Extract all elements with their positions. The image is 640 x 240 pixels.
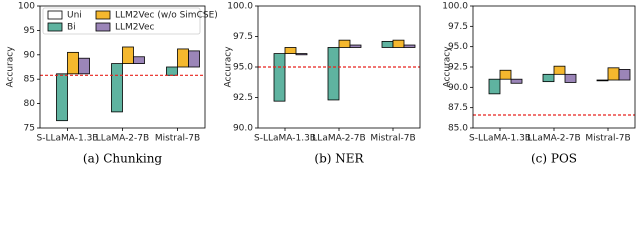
legend-label: LLM2Vec <box>115 23 155 33</box>
bar <box>499 69 512 80</box>
y-axis-label: Accuracy <box>224 46 234 88</box>
y-axis-label: Accuracy <box>6 46 16 88</box>
x-tick-label: LLaMA-2-7B <box>96 134 149 144</box>
bar <box>607 67 620 81</box>
bar <box>392 39 405 48</box>
y-tick-label: 95 <box>24 26 35 36</box>
y-tick-label: 92.5 <box>448 63 468 73</box>
bar <box>542 73 555 83</box>
bar <box>122 46 134 64</box>
y-tick-label: 90 <box>24 50 36 60</box>
y-tick-label: 97.5 <box>233 32 253 42</box>
legend-label: Bi <box>67 23 76 33</box>
bar <box>488 78 501 95</box>
bar <box>188 50 200 68</box>
bar <box>166 66 178 76</box>
caption: (b) NER <box>314 152 364 166</box>
y-tick-label: 95.0 <box>233 63 253 73</box>
y-axis-label: Accuracy <box>443 46 453 88</box>
bar <box>553 65 566 75</box>
x-tick-label: Mistral-7B <box>585 134 630 144</box>
legend-box <box>42 7 201 35</box>
x-tick-label: Mistral-7B <box>370 134 415 144</box>
legend-swatch <box>95 22 111 32</box>
bar <box>273 53 286 102</box>
x-tick-label: LLaMA-2-7B <box>527 134 580 144</box>
y-tick-label: 80 <box>24 99 36 109</box>
caption: (c) POS <box>531 152 577 166</box>
x-tick-label: S-LLaMA-1.3B <box>37 134 99 144</box>
axes-frame <box>257 5 421 129</box>
y-tick-label: 100.0 <box>227 2 253 12</box>
bar <box>111 63 123 113</box>
y-tick-label: 100.0 <box>442 2 468 12</box>
x-tick-label: LLaMA-2-7B <box>312 134 365 144</box>
bar <box>618 69 631 81</box>
bar <box>67 51 79 75</box>
x-tick-label: S-LLaMA-1.3B <box>254 134 316 144</box>
y-tick-label: 87.5 <box>448 103 468 113</box>
bar <box>284 47 297 54</box>
legend-label: LLM2Vec (w/o SimCSE) <box>115 11 218 21</box>
bar <box>349 44 362 48</box>
x-tick-label: Mistral-7B <box>155 134 200 144</box>
bar <box>596 79 609 82</box>
bar <box>295 53 308 56</box>
y-tick-label: 97.5 <box>448 22 468 32</box>
bar <box>78 57 90 75</box>
x-tick-label: S-LLaMA-1.3B <box>469 134 531 144</box>
y-tick-label: 92.5 <box>233 93 253 103</box>
bar <box>510 78 523 84</box>
bar <box>56 73 68 122</box>
legend-swatch <box>47 22 63 32</box>
axes-frame <box>39 5 206 129</box>
legend-swatch <box>95 10 111 20</box>
y-tick-label: 100 <box>18 2 35 12</box>
bar <box>338 39 351 48</box>
legend-label: Uni <box>67 11 82 21</box>
bar <box>327 47 340 101</box>
legend-swatch <box>47 10 63 20</box>
bar <box>177 48 189 68</box>
y-tick-label: 90.0 <box>233 124 253 134</box>
bar <box>564 73 577 83</box>
y-tick-label: 75 <box>24 124 35 134</box>
y-tick-label: 90.0 <box>448 83 468 93</box>
bar <box>381 40 394 48</box>
bar <box>133 56 145 64</box>
y-tick-label: 85 <box>24 75 35 85</box>
y-tick-label: 95.0 <box>448 42 468 52</box>
y-tick-label: 85.0 <box>448 124 468 134</box>
axes-frame <box>472 5 636 129</box>
caption: (a) Chunking <box>83 152 163 166</box>
bar <box>403 44 416 48</box>
